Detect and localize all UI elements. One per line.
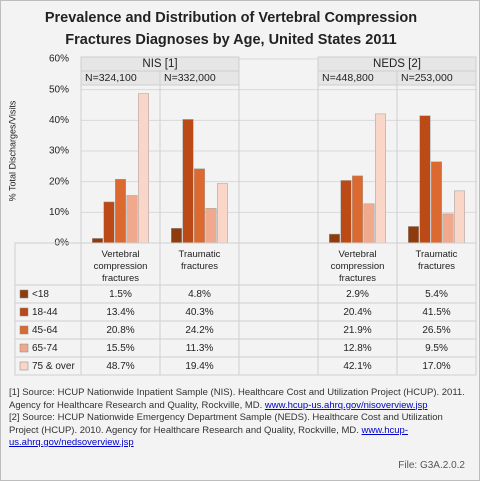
- y-tick-label: 10%: [49, 207, 69, 218]
- data-label: 13.4%: [106, 307, 134, 318]
- bar: [171, 228, 182, 244]
- bar: [363, 203, 375, 244]
- bar: [352, 175, 363, 244]
- bar: [217, 183, 228, 244]
- legend-swatch: [19, 343, 29, 353]
- footnote-link[interactable]: www.hcup-us.ahrq.gov/nedsoverview.jsp: [9, 424, 408, 449]
- bar: [408, 226, 419, 244]
- group-label: NEDS [2]: [373, 58, 421, 70]
- legend-label: 65-74: [32, 343, 58, 354]
- bar: [182, 119, 194, 244]
- data-label: 11.3%: [186, 343, 214, 354]
- bar: [329, 233, 340, 244]
- bar: [138, 93, 149, 244]
- footnote-text: [1] Source: HCUP Nationwide Inpatient Sa…: [9, 387, 465, 411]
- bar: [115, 178, 126, 244]
- footnote: [1] Source: HCUP Nationwide Inpatient Sa…: [9, 387, 471, 412]
- footnote: [2] Source: HCUP Nationwide Emergency De…: [9, 412, 471, 450]
- group-label: NIS [1]: [142, 58, 177, 70]
- bar: [442, 213, 454, 244]
- data-label: 48.7%: [106, 361, 134, 372]
- legend-swatch: [19, 325, 29, 335]
- legend-label: 45-64: [32, 325, 58, 336]
- n-label: N=332,000: [164, 72, 216, 84]
- category-box: Traumatic fractures: [415, 249, 458, 272]
- data-label: 20.8%: [106, 325, 134, 336]
- x-tick-label: Traumatic fractures: [415, 249, 458, 272]
- data-label: 12.8%: [343, 343, 371, 354]
- legend-swatch: [19, 289, 29, 299]
- file-label: File: G3A.2.0.2: [398, 460, 465, 471]
- legend-label: 18-44: [32, 307, 58, 318]
- legend-label: <18: [32, 289, 49, 300]
- y-tick-label: 30%: [49, 146, 69, 157]
- n-label: N=324,100: [85, 72, 137, 84]
- n-box: [159, 70, 240, 86]
- bar: [419, 115, 431, 244]
- category-box: Traumatic fractures: [178, 249, 221, 272]
- bar: [454, 190, 465, 244]
- data-label: 4.8%: [188, 289, 211, 300]
- bar: [340, 180, 352, 244]
- x-tick-label: Vertebral compression fractures: [93, 249, 148, 284]
- n-label: N=448,800: [322, 72, 374, 84]
- legend-swatch: [19, 307, 29, 317]
- x-tick-label: Traumatic fractures: [178, 249, 221, 272]
- y-tick-label: 20%: [49, 176, 69, 187]
- data-label: 24.2%: [185, 325, 213, 336]
- x-tick-label: Vertebral compression fractures: [330, 249, 385, 284]
- y-tick-label: 60%: [49, 54, 69, 65]
- data-label: 21.9%: [343, 325, 371, 336]
- table-bg: [14, 242, 477, 376]
- data-label: 15.5%: [106, 343, 134, 354]
- data-label: 17.0%: [422, 361, 450, 372]
- n-label: N=253,000: [401, 72, 453, 84]
- bar: [431, 161, 442, 244]
- data-label: 40.3%: [185, 307, 213, 318]
- bar: [194, 168, 205, 244]
- legend-swatch: [19, 361, 29, 371]
- data-label: 9.5%: [425, 343, 448, 354]
- data-label: 26.5%: [422, 325, 450, 336]
- legend-label: 75 & over: [32, 361, 75, 372]
- category-box: Vertebral compression fractures: [93, 249, 148, 284]
- bar: [205, 208, 217, 244]
- chart: Prevalence and Distribution of Vertebral…: [7, 10, 477, 376]
- data-label: 1.5%: [109, 289, 132, 300]
- data-label: 42.1%: [343, 361, 371, 372]
- data-label: 5.4%: [425, 289, 448, 300]
- bar: [103, 201, 115, 244]
- title-box: Prevalence and Distribution of Vertebral…: [44, 10, 418, 48]
- bar: [375, 113, 386, 244]
- chart-title: Prevalence and Distribution of Vertebral…: [44, 10, 418, 48]
- footnote-text: [2] Source: HCUP Nationwide Emergency De…: [9, 412, 443, 436]
- data-label: 41.5%: [422, 307, 450, 318]
- y-axis-label: % Total Discharges/Visits: [7, 100, 17, 201]
- footnotes: [1] Source: HCUP Nationwide Inpatient Sa…: [9, 387, 471, 450]
- bar: [126, 195, 138, 244]
- footnote-link[interactable]: www.hcup-us.ahrq.gov/nisoverview.jsp: [264, 399, 428, 411]
- category-box: Vertebral compression fractures: [330, 249, 385, 284]
- bar: [92, 238, 103, 244]
- y-tick-label: 40%: [49, 115, 69, 126]
- data-label: 19.4%: [185, 361, 213, 372]
- y-tick-label: 50%: [49, 84, 69, 95]
- data-label: 20.4%: [343, 307, 371, 318]
- data-label: 2.9%: [346, 289, 369, 300]
- n-box: [396, 70, 477, 86]
